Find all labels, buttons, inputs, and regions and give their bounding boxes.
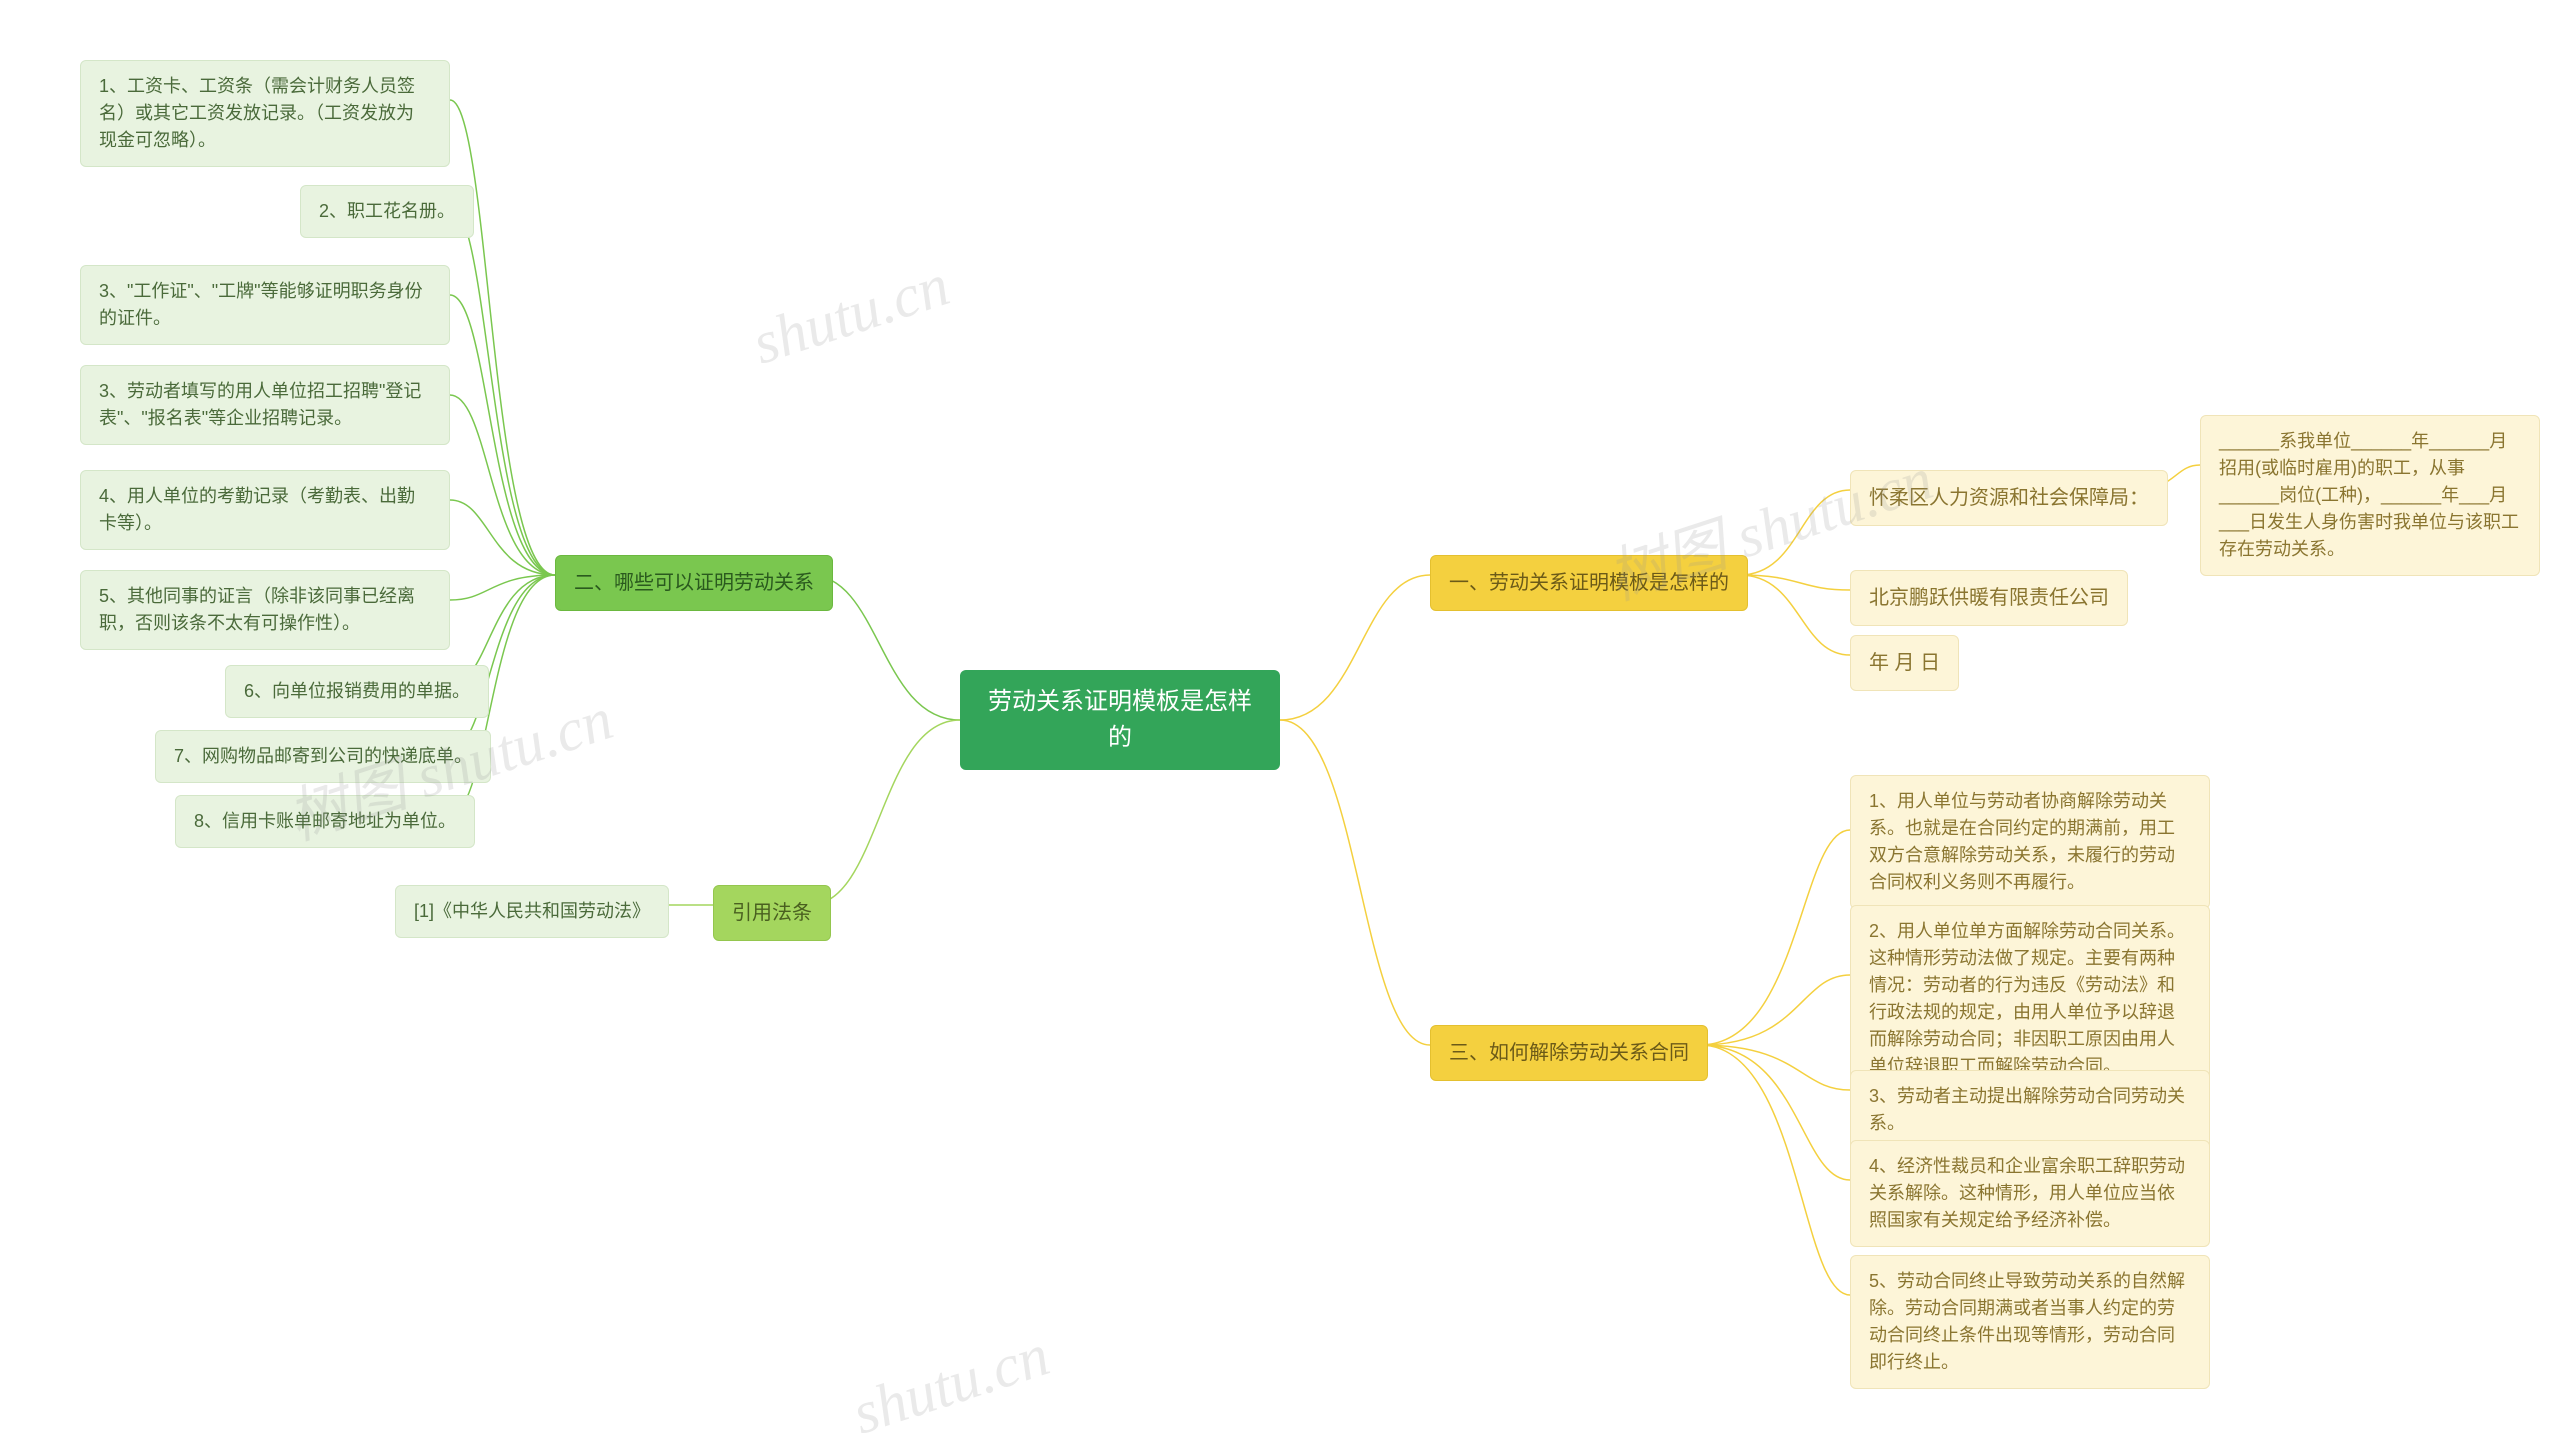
branch-3-child-3[interactable]: 4、经济性裁员和企业富余职工辞职劳动关系解除。这种情形，用人单位应当依照国家有关… (1850, 1140, 2210, 1247)
leaf-text: 2、用人单位单方面解除劳动合同关系。这种情形劳动法做了规定。主要有两种情况：劳动… (1869, 921, 2185, 1076)
branch-3-label: 三、如何解除劳动关系合同 (1449, 1042, 1689, 1064)
leaf-text: 5、其他同事的证言（除非该同事已经离职，否则该条不太有可操作性）。 (99, 586, 415, 633)
root-node[interactable]: 劳动关系证明模板是怎样的 (960, 670, 1280, 770)
watermark-3: shutu.cn (844, 1321, 1057, 1440)
branch-ref-label: 引用法条 (732, 902, 812, 924)
branch-2-child-5[interactable]: 5、其他同事的证言（除非该同事已经离职，否则该条不太有可操作性）。 (80, 570, 450, 650)
branch-3-child-1[interactable]: 2、用人单位单方面解除劳动合同关系。这种情形劳动法做了规定。主要有两种情况：劳动… (1850, 905, 2210, 1093)
leaf-text: 3、劳动者主动提出解除劳动合同劳动关系。 (1869, 1086, 2185, 1133)
branch-3-child-4[interactable]: 5、劳动合同终止导致劳动关系的自然解除。劳动合同期满或者当事人约定的劳动合同终止… (1850, 1255, 2210, 1389)
leaf-text: [1]《中华人民共和国劳动法》 (414, 901, 650, 921)
leaf-text: 4、经济性裁员和企业富余职工辞职劳动关系解除。这种情形，用人单位应当依照国家有关… (1869, 1156, 2185, 1230)
leaf-text: 年 月 日 (1869, 652, 1940, 674)
mindmap-canvas: 劳动关系证明模板是怎样的 一、劳动关系证明模板是怎样的 怀柔区人力资源和社会保障… (0, 0, 2560, 1440)
branch-3[interactable]: 三、如何解除劳动关系合同 (1430, 1025, 1708, 1081)
branch-2-child-6[interactable]: 6、向单位报销费用的单据。 (225, 665, 489, 718)
watermark-2: shutu.cn (744, 251, 957, 379)
branch-2-child-2[interactable]: 3、"工作证"、"工牌"等能够证明职务身份的证件。 (80, 265, 450, 345)
leaf-text: 1、工资卡、工资条（需会计财务人员签名）或其它工资发放记录。（工资发放为现金可忽… (99, 76, 415, 150)
branch-2-child-0[interactable]: 1、工资卡、工资条（需会计财务人员签名）或其它工资发放记录。（工资发放为现金可忽… (80, 60, 450, 167)
leaf-text: ______系我单位______年______月招用(或临时雇用)的职工，从事_… (2219, 431, 2519, 559)
branch-1-label: 一、劳动关系证明模板是怎样的 (1449, 572, 1729, 594)
leaf-text: 7、网购物品邮寄到公司的快递底单。 (174, 746, 472, 766)
branch-2-child-1[interactable]: 2、职工花名册。 (300, 185, 474, 238)
branch-ref[interactable]: 引用法条 (713, 885, 831, 941)
leaf-text: 1、用人单位与劳动者协商解除劳动关系。也就是在合同约定的期满前，用工双方合意解除… (1869, 791, 2175, 892)
leaf-text: 怀柔区人力资源和社会保障局： (1869, 487, 2149, 509)
root-text: 劳动关系证明模板是怎样的 (978, 684, 1262, 756)
leaf-text: 6、向单位报销费用的单据。 (244, 681, 470, 701)
leaf-text: 2、职工花名册。 (319, 201, 455, 221)
leaf-text: 8、信用卡账单邮寄地址为单位。 (194, 811, 456, 831)
branch-2-child-7[interactable]: 7、网购物品邮寄到公司的快递底单。 (155, 730, 491, 783)
leaf-text: 北京鹏跃供暖有限责任公司 (1869, 587, 2109, 609)
branch-2-child-8[interactable]: 8、信用卡账单邮寄地址为单位。 (175, 795, 475, 848)
leaf-text: 5、劳动合同终止导致劳动关系的自然解除。劳动合同期满或者当事人约定的劳动合同终止… (1869, 1271, 2185, 1372)
branch-1-child-0[interactable]: 怀柔区人力资源和社会保障局： (1850, 470, 2168, 526)
branch-1-child-0-0[interactable]: ______系我单位______年______月招用(或临时雇用)的职工，从事_… (2200, 415, 2540, 576)
branch-3-child-0[interactable]: 1、用人单位与劳动者协商解除劳动关系。也就是在合同约定的期满前，用工双方合意解除… (1850, 775, 2210, 909)
branch-ref-child-0[interactable]: [1]《中华人民共和国劳动法》 (395, 885, 669, 938)
branch-2-child-4[interactable]: 4、用人单位的考勤记录（考勤表、出勤卡等）。 (80, 470, 450, 550)
branch-3-child-2[interactable]: 3、劳动者主动提出解除劳动合同劳动关系。 (1850, 1070, 2210, 1150)
branch-1[interactable]: 一、劳动关系证明模板是怎样的 (1430, 555, 1748, 611)
branch-1-child-1[interactable]: 北京鹏跃供暖有限责任公司 (1850, 570, 2128, 626)
branch-1-child-2[interactable]: 年 月 日 (1850, 635, 1959, 691)
leaf-text: 3、劳动者填写的用人单位招工招聘"登记表"、"报名表"等企业招聘记录。 (99, 381, 421, 428)
leaf-text: 4、用人单位的考勤记录（考勤表、出勤卡等）。 (99, 486, 415, 533)
branch-2[interactable]: 二、哪些可以证明劳动关系 (555, 555, 833, 611)
leaf-text: 3、"工作证"、"工牌"等能够证明职务身份的证件。 (99, 281, 423, 328)
branch-2-label: 二、哪些可以证明劳动关系 (574, 572, 814, 594)
branch-2-child-3[interactable]: 3、劳动者填写的用人单位招工招聘"登记表"、"报名表"等企业招聘记录。 (80, 365, 450, 445)
